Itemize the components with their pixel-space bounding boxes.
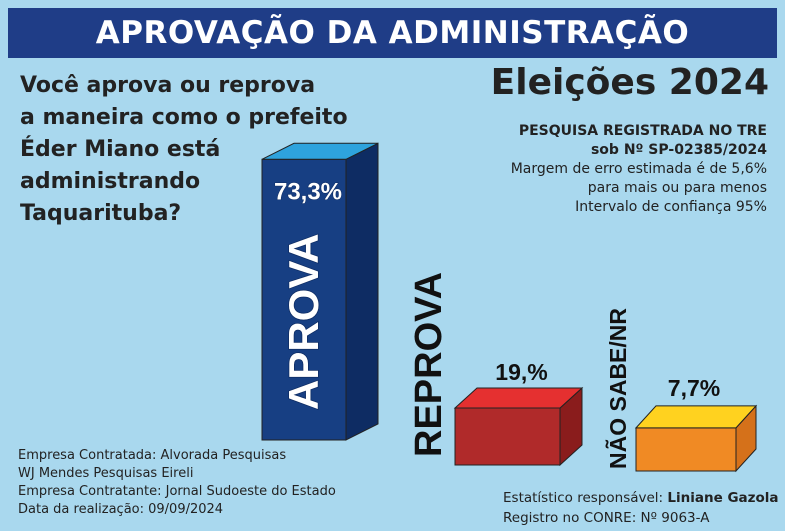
- question-line: Você aprova ou reprova: [20, 73, 316, 98]
- value-label: 7,7%: [668, 375, 720, 401]
- bar-side-aprova: [345, 142, 379, 441]
- registration-line: PESQUISA REGISTRADA NO TRE: [518, 123, 767, 139]
- question-line: a maneira como o prefeito: [20, 105, 348, 130]
- bar-top-aprova: [261, 142, 379, 160]
- contracted-company: Empresa Contratada: Alvorada Pesquisas: [18, 448, 287, 463]
- statistician-name: Liniane Gazola: [667, 490, 779, 506]
- question-text: Você aprova ou reprova a maneira como o …: [20, 70, 360, 230]
- value-label: 73,3%: [274, 178, 342, 205]
- bar-front-reprova: [454, 407, 561, 466]
- contracted-company-name: WJ Mendes Pesquisas Eireli: [18, 466, 194, 481]
- registration-number: sob Nº SP-02385/2024: [590, 142, 767, 158]
- header-title: APROVAÇÃO DA ADMINISTRAÇÃO: [8, 8, 777, 58]
- statistician-label: Estatístico responsável:: [503, 490, 668, 506]
- question-line: administrando: [20, 169, 201, 194]
- margin-of-error-note: para mais ou para menos: [587, 180, 767, 196]
- confidence-interval: Intervalo de confiança 95%: [575, 199, 767, 215]
- registration-info: PESQUISA REGISTRADA NO TRE sob Nº SP-023…: [511, 122, 767, 217]
- bar-front-nsnr: [635, 427, 737, 472]
- question-line: Taquarituba?: [20, 201, 182, 226]
- election-title: Eleições 2024: [490, 62, 769, 103]
- category-label: REPROVA: [408, 272, 450, 457]
- survey-date: Data da realização: 09/09/2024: [18, 502, 224, 517]
- contracting-company: Empresa Contratante: Jornal Sudoeste do …: [18, 484, 336, 499]
- bar-top-reprova: [453, 387, 584, 409]
- footer-credits: Empresa Contratada: Alvorada Pesquisas W…: [18, 447, 336, 519]
- margin-of-error: Margem de erro estimada é de 5,6%: [510, 161, 767, 177]
- category-label: NÃO SABE/NR: [604, 308, 631, 469]
- value-label: 19,%: [495, 359, 547, 385]
- bar-top-nsnr: [634, 405, 758, 429]
- question-line: Éder Miano está: [20, 137, 221, 162]
- statistician-info: Estatístico responsável: Liniane Gazola …: [503, 488, 779, 528]
- category-label: APROVA: [280, 233, 327, 410]
- conre-registration: Registro no CONRE: Nº 9063-A: [503, 510, 710, 526]
